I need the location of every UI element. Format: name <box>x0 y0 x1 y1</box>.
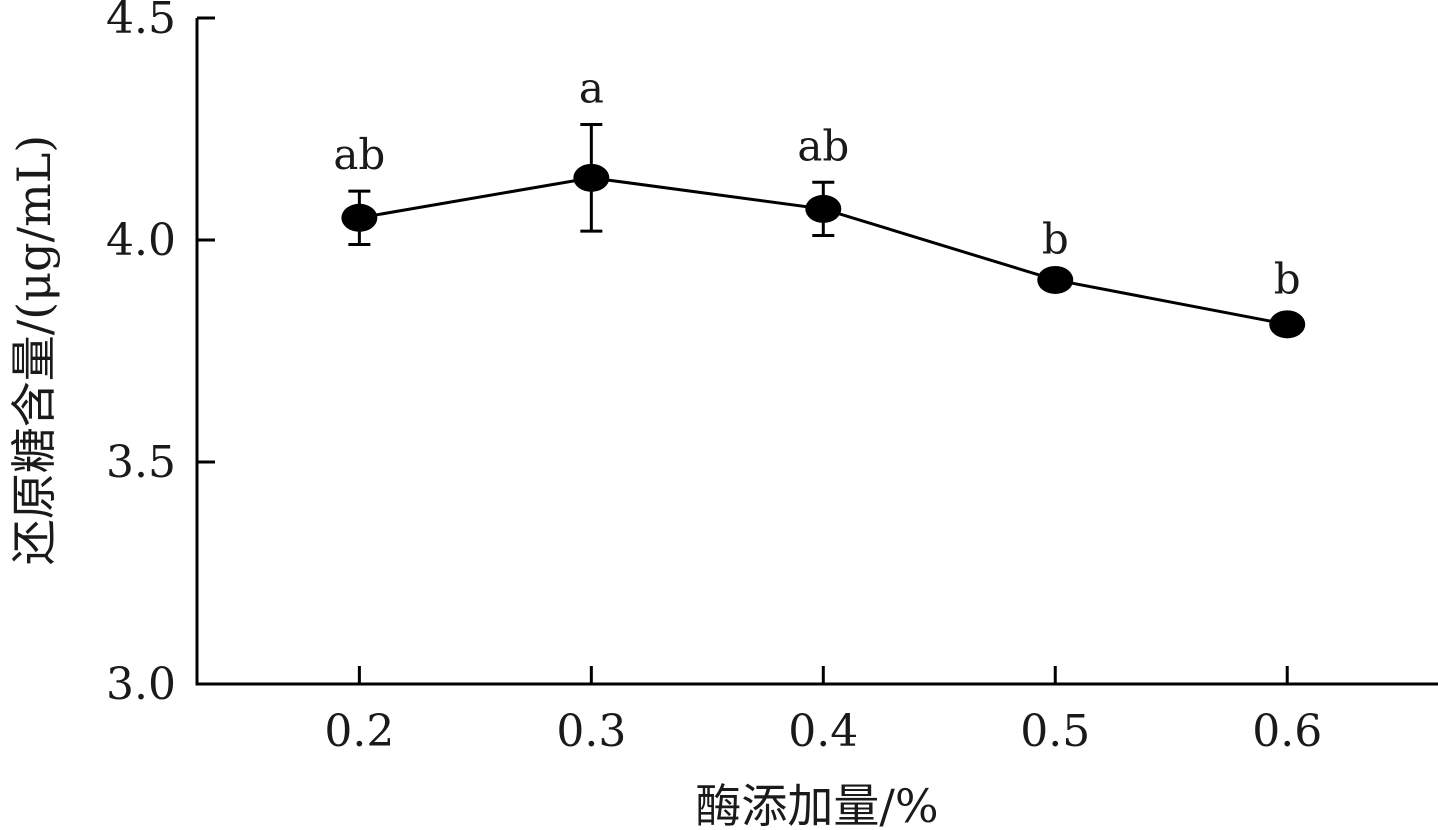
data-point <box>341 203 378 232</box>
data-point <box>573 163 610 192</box>
x-axis-title: 酶添加量/% <box>695 779 938 830</box>
significance-label: a <box>579 64 604 113</box>
series-layer: ab a ab b b <box>333 64 1306 339</box>
x-tick-label: 0.2 <box>324 706 394 757</box>
significance-label: ab <box>333 130 385 179</box>
x-tick-label: 0.6 <box>1252 706 1322 757</box>
data-point <box>805 194 842 223</box>
significance-label: b <box>1274 254 1301 303</box>
x-tick-label: 0.3 <box>556 706 626 757</box>
data-point <box>1037 265 1074 294</box>
data-point <box>1269 310 1306 339</box>
x-tick-label: 0.4 <box>788 706 858 757</box>
significance-label: b <box>1042 215 1069 264</box>
significance-label: ab <box>797 121 849 170</box>
x-tick-label: 0.5 <box>1020 706 1090 757</box>
axes <box>195 18 1438 686</box>
y-tick-label: 3.5 <box>106 437 176 488</box>
y-tick-label: 4.5 <box>106 0 176 44</box>
y-axis-title: 还原糖含量/(μg/mL) <box>7 135 61 565</box>
y-tick-label: 3.0 <box>106 659 176 710</box>
x-ticks: 0.2 0.3 0.4 0.5 0.6 <box>324 666 1322 757</box>
y-tick-label: 4.0 <box>106 215 176 266</box>
y-ticks: 3.0 3.5 4.0 4.5 <box>106 0 215 710</box>
